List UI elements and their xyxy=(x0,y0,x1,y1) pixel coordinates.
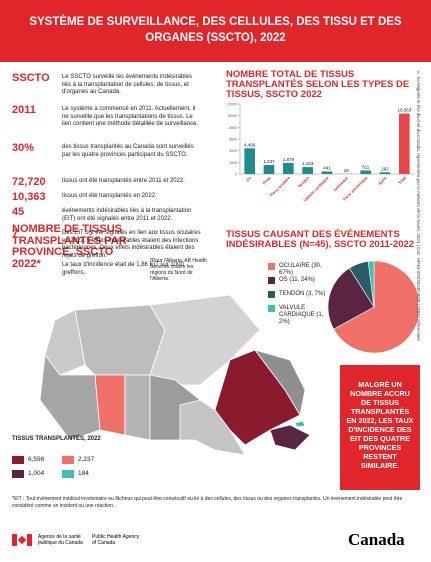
callout-text: MALGRÉ UN NOMBRE ACCRU DE TISSUS TRANSPL… xyxy=(346,380,414,470)
bar xyxy=(321,171,333,174)
bar-chart: 0 2000 4000 6000 8000 10000 12000 4,400 Os 1,537 P… xyxy=(227,103,414,203)
x-tick-label: Autre xyxy=(377,175,388,186)
legend-label: VALVULE CARDIAQUE (1, 2%) xyxy=(279,305,324,325)
map-note: *Pour l'Alberta, AB Health Services couv… xyxy=(150,258,207,282)
stat-text: des tissus transplantés au Canada sont s… xyxy=(62,144,194,158)
map-title: NOMBRE DE TISSUS TRANSPLANTÉS PAR PROVIN… xyxy=(12,223,127,270)
bar xyxy=(360,170,371,174)
legend-swatch xyxy=(268,263,275,270)
map-legend: 6,598 2,237 1,004 184 xyxy=(12,456,132,490)
bar xyxy=(244,148,255,174)
legend-swatch xyxy=(12,456,24,464)
stat-label: SSCTO xyxy=(12,72,50,84)
y-tick-label: 0 xyxy=(235,173,237,177)
legend-swatch xyxy=(12,470,24,478)
stat-label: 30% xyxy=(12,142,35,154)
footnote: *EIT : Tout événement médical involontai… xyxy=(12,496,403,509)
stat-text: tissus ont été transplantés entre 2011 e… xyxy=(62,178,185,184)
legend-swatch xyxy=(62,456,74,464)
legend-label: TENDON (3, 7%) xyxy=(279,291,326,297)
value-label: 10,363 xyxy=(397,108,411,113)
legend-label: 6,598 xyxy=(28,456,45,463)
callout-box xyxy=(340,365,420,490)
legend-label: 184 xyxy=(78,470,89,477)
header-band xyxy=(0,0,431,62)
y-tick-label: 10000 xyxy=(227,114,237,118)
flag-bar xyxy=(12,534,17,546)
value-label: 611 xyxy=(362,164,370,169)
y-tick-label: 6000 xyxy=(229,138,237,142)
x-tick-label: Total xyxy=(397,175,407,185)
stat-label: 10,363 xyxy=(12,191,46,203)
value-label: 292 xyxy=(381,166,389,171)
legend-label: OS (11, 24%) xyxy=(279,277,315,283)
value-label: 441 xyxy=(323,165,331,170)
province xyxy=(269,424,311,451)
y-tick-label: 2000 xyxy=(229,161,237,165)
province xyxy=(94,374,126,436)
agency-en: Public Health Agency of Canada xyxy=(92,534,140,546)
stat-text: événements indésirables liés à la transp… xyxy=(62,208,192,222)
legend-label: 1,004 xyxy=(28,470,45,477)
x-tick-label: Peau xyxy=(261,175,272,186)
bar xyxy=(283,163,294,174)
side-text: © Sa Majesté le Roi du chef du Canada, r… xyxy=(416,70,421,342)
map xyxy=(39,294,311,456)
value-label: 1,537 xyxy=(263,159,275,164)
province xyxy=(179,399,246,456)
bar xyxy=(263,165,275,174)
legend-swatch xyxy=(268,291,275,298)
territory xyxy=(149,294,261,386)
stat-text: tissus ont été transplantés en 2022. xyxy=(62,193,157,199)
legend-label: 2,237 xyxy=(78,456,95,463)
x-tick-label: Vaisseaux xyxy=(332,175,350,193)
flag-leaf xyxy=(17,535,27,545)
bar xyxy=(302,167,313,174)
value-label: 1,879 xyxy=(283,157,295,162)
legend-swatch xyxy=(268,305,275,312)
y-tick-label: 8000 xyxy=(229,126,237,130)
value-label: 20 xyxy=(344,168,350,173)
pie-chart xyxy=(327,260,418,354)
x-tick-label: Os xyxy=(245,175,253,183)
stat-label: 45 xyxy=(12,206,25,218)
bar-title: NOMBRE TOTAL DE TISSUS TRANSPLANTÉS SELO… xyxy=(226,69,410,100)
y-tick-label: 12000 xyxy=(227,103,237,107)
legend-swatch xyxy=(62,470,74,478)
y-tick-label: 4000 xyxy=(229,149,237,153)
flag xyxy=(12,534,32,546)
stat-note: Le taux d'incidence était de 1,86 EIT su… xyxy=(62,262,184,276)
stat-label: 72,720 xyxy=(12,176,46,188)
agency-fr: Agence de la santé publique du Canada xyxy=(38,534,83,546)
value-label: 1,183 xyxy=(302,161,314,166)
wordmark: Canada xyxy=(348,530,405,549)
pie-slice xyxy=(333,260,418,354)
stat-text: Des EIT ont été signalés en lien aux tis… xyxy=(62,230,201,259)
legend-swatch xyxy=(268,277,275,284)
flag-bar xyxy=(27,534,32,546)
stat-text: Le système a commencé en 2011. Actuellem… xyxy=(62,106,199,127)
bar xyxy=(399,113,410,174)
x-tick-label: Tendon xyxy=(297,175,311,189)
x-tick-label: Tissu oculaire xyxy=(269,175,292,198)
territory xyxy=(74,304,166,376)
map-legend-title: TISSUS TRANSPLANTÉS, 2022 xyxy=(12,436,101,442)
province xyxy=(253,349,306,417)
pie-slice xyxy=(327,267,375,330)
bar xyxy=(379,172,391,174)
pie-slice xyxy=(367,260,375,308)
header-title: SYSTÈME DE SURVEILLANCE, DES CELLULES, D… xyxy=(29,16,402,44)
province xyxy=(294,420,306,428)
territory xyxy=(44,309,86,376)
value-label: 4,400 xyxy=(244,142,256,147)
legend-label: OCULAIRE (30, 67%) xyxy=(279,263,322,276)
stat-text: Le SSCTO surveille les événements indési… xyxy=(62,74,192,95)
stat-label: 7 xyxy=(12,228,19,240)
stat-label: 2011 xyxy=(12,104,36,116)
province xyxy=(124,374,151,441)
pie-title: TISSUS CAUSANT DES ÉVÉNEMENTS INDÉSIRABL… xyxy=(226,229,415,250)
